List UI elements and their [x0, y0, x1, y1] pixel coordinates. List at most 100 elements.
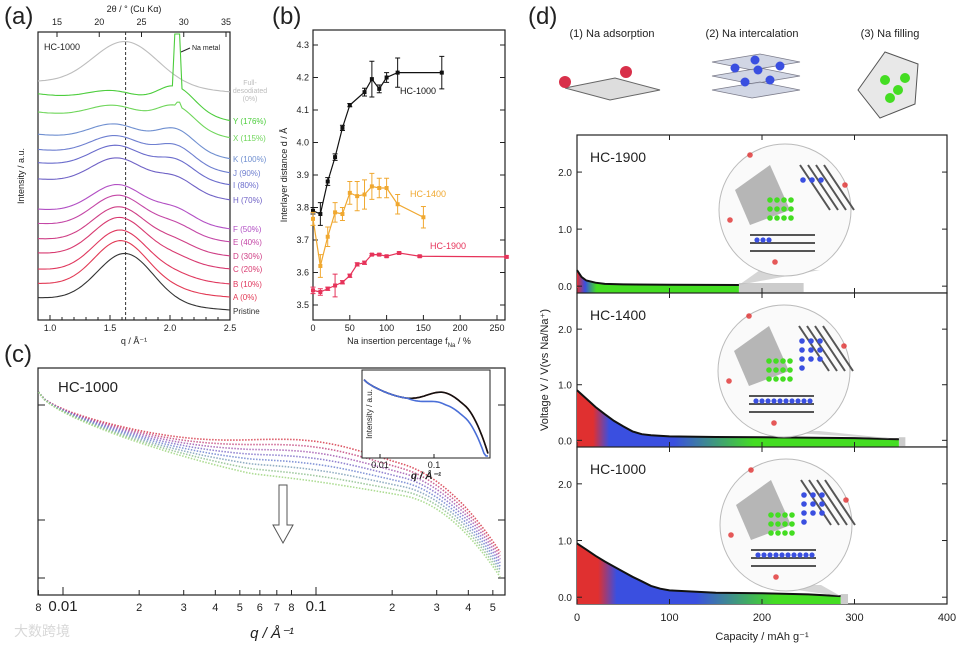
capacity-area: [577, 390, 899, 447]
na-atom-icon: [774, 206, 780, 212]
data-point: [395, 202, 400, 207]
saxs-trace: [37, 391, 501, 557]
na-atom-icon: [774, 215, 780, 221]
na-atom-icon: [768, 530, 774, 536]
data-point: [325, 234, 330, 239]
data-point: [325, 179, 330, 184]
trace-label: X (115%): [233, 134, 266, 143]
na-atom-icon: [782, 521, 788, 527]
na-atom-icon: [782, 530, 788, 536]
data-point: [347, 273, 352, 278]
na-atom-icon: [818, 177, 824, 183]
xrd-trace: [37, 252, 231, 311]
na-atom-icon: [750, 55, 760, 65]
na-atom-icon: [773, 552, 779, 558]
graphene-layer-icon: [800, 479, 832, 526]
na-atom-icon: [785, 552, 791, 558]
na-atom-icon: [803, 552, 809, 558]
voltage-curve: [576, 389, 899, 441]
na-atom-icon: [773, 358, 779, 364]
trace-label: I (80%): [233, 181, 259, 190]
data-point: [417, 254, 422, 259]
graphene-sheet-icon: [564, 77, 661, 101]
data-point: [362, 192, 367, 197]
data-point: [333, 155, 338, 160]
na-atom-icon: [759, 398, 765, 404]
x-tick-label: 4: [212, 602, 218, 614]
inset-frame: [361, 369, 491, 459]
saxs-trace: [37, 391, 501, 571]
na-atom-icon: [789, 512, 795, 518]
na-atom-icon: [788, 206, 794, 212]
panel-d-voltage-profiles: (1) Na adsorption (2) Na intercalation (3)…: [539, 28, 956, 643]
graphene-layer-icon: [816, 479, 848, 526]
x2-tick-label: 25: [136, 17, 146, 27]
graphene-layer-icon: [814, 325, 846, 372]
x-tick-label: 0: [310, 323, 315, 333]
x-tick-label: 8: [35, 602, 41, 614]
na-atom-icon: [801, 501, 807, 507]
inset-x-tick-label: 0.01: [371, 460, 389, 470]
xrd-trace: [37, 240, 231, 298]
na-atom-icon: [746, 313, 752, 319]
na-atom-icon: [765, 75, 775, 85]
subplot-title: HC-1000: [590, 461, 646, 477]
graphene-layer-icon: [823, 164, 855, 211]
irreversible-capacity-area: [898, 437, 906, 447]
x-tick-label: 5: [490, 602, 496, 614]
na-atom-icon: [819, 501, 825, 507]
na-atom-icon: [841, 343, 847, 349]
na-atom-icon: [801, 398, 807, 404]
data-point: [369, 77, 374, 82]
na-atom-icon: [773, 367, 779, 373]
y-tick-label: 3.9: [296, 170, 309, 180]
series-line: [312, 252, 507, 293]
x-tick-label: 2: [136, 602, 142, 614]
x-axis-title: Na insertion percentage fNa / %: [347, 336, 471, 349]
xrd-trace: [37, 33, 231, 122]
na-atom-icon: [766, 376, 772, 382]
plot-title: HC-1000: [58, 379, 118, 396]
y-tick-label: 3.7: [296, 235, 309, 245]
trace-label: Full-: [243, 80, 257, 87]
xrd-trace: [37, 135, 231, 174]
y-tick-label: 4.3: [296, 40, 309, 50]
saxs-trace: [37, 391, 501, 560]
na-atom-icon: [810, 501, 816, 507]
x-tick-label: 50: [345, 323, 355, 333]
na-atom-icon: [900, 73, 910, 83]
y-axis-title: Voltage V / V(vs Na/Na⁺): [539, 309, 551, 431]
trace-label: desodiated: [233, 88, 267, 95]
x-tick-label: 3: [181, 602, 187, 614]
data-point: [318, 264, 323, 268]
trace-label: A (0%): [233, 293, 257, 302]
na-atom-icon: [801, 519, 807, 525]
x-tick-label: 3: [434, 602, 440, 614]
y-tick-label: 4.2: [296, 73, 309, 83]
graphene-layer-icon: [822, 325, 854, 372]
panel-label-b: (b): [272, 3, 301, 30]
na-atom-icon: [766, 237, 772, 243]
y-tick-label: 3.8: [296, 203, 309, 213]
x2-axis-title: 2θ / ° (Cu Kα): [107, 4, 162, 14]
x-tick-label: 7: [274, 602, 280, 614]
xrd-trace: [37, 101, 231, 139]
na-atom-icon: [775, 521, 781, 527]
na-atom-icon: [781, 215, 787, 221]
na-metal-annotation: Na metal: [192, 45, 220, 52]
x-tick-label: 0.1: [306, 598, 327, 615]
na-atom-icon: [775, 512, 781, 518]
na-atom-icon: [755, 552, 761, 558]
na-atom-icon: [817, 338, 823, 344]
data-point: [395, 70, 400, 75]
data-point: [384, 186, 389, 190]
panel-a-xrd: 1.0 1.5 2.0 2.5 15 20 25 30 35 2θ / ° (Cu Kα) q / …: [16, 4, 267, 346]
na-atom-icon: [775, 61, 785, 71]
data-point: [362, 90, 367, 95]
data-point: [340, 125, 345, 130]
y-tick-label: 1.0: [558, 225, 572, 236]
data-point: [397, 251, 402, 255]
na-atom-icon: [789, 398, 795, 404]
